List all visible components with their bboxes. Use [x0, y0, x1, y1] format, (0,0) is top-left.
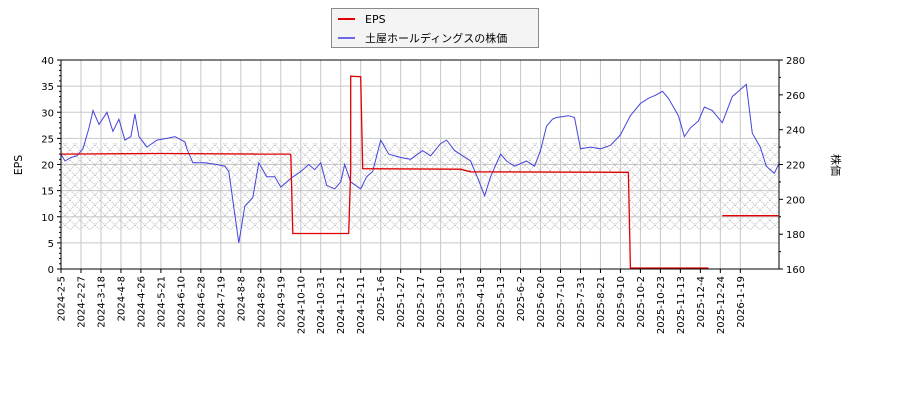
hatched-band	[61, 143, 779, 230]
x-tick-label: 2025-12-4	[696, 276, 707, 328]
x-tick-label: 2024-3-18	[96, 276, 107, 328]
x-tick-label: 2025-3-31	[456, 276, 467, 328]
legend-swatch-eps	[338, 18, 355, 20]
x-tick-label: 2025-8-21	[596, 276, 607, 328]
x-tick-label: 2024-12-11	[356, 276, 367, 334]
y-left-tick-label: 25	[41, 134, 54, 145]
x-tick-label: 2025-2-17	[416, 276, 427, 328]
x-tick-label: 2025-10-2	[636, 276, 647, 328]
x-tick-label: 2024-6-10	[176, 276, 187, 328]
x-tick-label: 2025-5-13	[496, 276, 507, 328]
x-tick-label: 2024-2-27	[76, 276, 87, 328]
y-right-tick-label: 280	[786, 56, 805, 67]
x-tick-label: 2025-1-6	[376, 276, 387, 321]
y-right-tick-label: 220	[786, 161, 805, 172]
legend-label-stock-price: 土屋ホールディングスの株価	[365, 32, 508, 45]
y-left-tick-label: 20	[41, 161, 54, 172]
x-tick-label: 2024-7-19	[216, 276, 227, 328]
y-left-tick-label: 0	[48, 265, 54, 276]
eps-line	[61, 152, 291, 155]
y-left-tick-label: 30	[41, 108, 54, 119]
left-axis-title: EPS	[12, 155, 25, 176]
x-tick-label: 2025-6-20	[536, 276, 547, 328]
x-tick-label: 2024-9-19	[276, 276, 287, 328]
x-tick-label: 2024-4-8	[116, 276, 127, 321]
y-right-tick-label: 240	[786, 126, 805, 137]
x-tick-label: 2025-9-10	[616, 276, 627, 328]
y-right-tick-label: 260	[786, 91, 805, 102]
y-left-tick-label: 10	[41, 213, 54, 224]
x-tick-label: 2024-8-29	[256, 276, 267, 328]
right-axis-title: 株価	[829, 154, 843, 176]
x-tick-label: 2025-12-24	[716, 276, 727, 334]
y-right-tick-label: 160	[786, 265, 805, 276]
x-tick-label: 2025-4-18	[476, 276, 487, 328]
x-tick-label: 2024-8-8	[236, 276, 247, 321]
x-tick-label: 2025-6-2	[516, 276, 527, 321]
x-axis-ticks: 2024-2-5 2024-2-27 2024-3-18 2024-4-8 2024-4…	[57, 269, 747, 334]
y-right-tick-label: 200	[786, 195, 805, 206]
x-tick-label: 2024-10-10	[296, 276, 307, 334]
legend-label-eps: EPS	[365, 12, 386, 26]
y-left-tick-label: 15	[41, 187, 54, 198]
x-tick-label: 2025-10-23	[656, 276, 667, 334]
hatched-range	[61, 143, 779, 230]
x-tick-label: 2025-7-10	[556, 276, 567, 328]
x-tick-label: 2024-5-21	[156, 276, 167, 328]
left-y-axis-ticks: 0 5 10 15 20 25 30 35 40	[41, 56, 61, 276]
y-right-tick-label: 180	[786, 230, 805, 241]
legend: EPS 土屋ホールディングスの株価	[331, 8, 539, 48]
x-tick-label: 2024-6-28	[196, 276, 207, 328]
x-tick-label: 2026-1-19	[736, 276, 747, 328]
x-tick-label: 2024-11-21	[336, 276, 347, 334]
legend-item-stock-price: 土屋ホールディングスの株価	[338, 30, 507, 46]
series-lines	[61, 75, 779, 269]
x-tick-label: 2025-1-27	[396, 276, 407, 328]
legend-item-eps: EPS	[338, 11, 386, 27]
y-left-tick-label: 35	[41, 82, 54, 93]
x-tick-label: 2025-7-31	[576, 276, 587, 328]
x-tick-label: 2024-10-31	[316, 276, 327, 334]
y-left-tick-label: 40	[41, 56, 54, 67]
right-y-axis-ticks: 160 180 200 220 240 260 280	[779, 56, 805, 276]
legend-swatch-stock-price	[338, 37, 355, 39]
x-tick-label: 2024-2-5	[57, 276, 68, 321]
stock-price-line	[61, 83, 779, 243]
x-tick-label: 2025-3-10	[436, 276, 447, 328]
x-tick-label: 2025-11-13	[676, 276, 687, 334]
eps-line	[290, 75, 709, 269]
x-tick-label: 2024-4-26	[136, 276, 147, 328]
y-left-tick-label: 5	[48, 239, 54, 250]
